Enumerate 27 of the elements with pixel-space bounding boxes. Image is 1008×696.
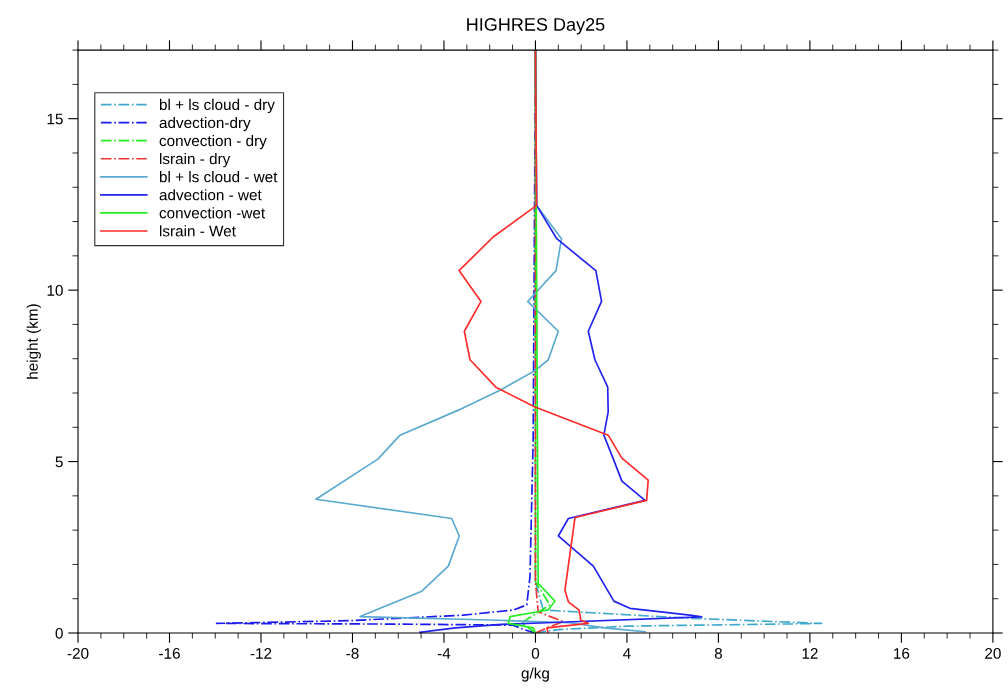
x-tick-label: 16 <box>894 648 910 659</box>
legend-label: bl + ls cloud - dry <box>159 98 275 114</box>
line-series <box>458 50 650 634</box>
y-tick-label: 0 <box>55 627 63 639</box>
y-tick-label: 5 <box>55 456 63 468</box>
chart-title: HIGHRES Day25 <box>467 18 605 35</box>
y-axis-title: height (km) <box>26 304 41 379</box>
legend-label: advection - wet <box>159 189 262 201</box>
x-tick-label: -16 <box>159 648 180 659</box>
legend-label: advection-dry <box>159 116 251 132</box>
legend-label: lsrain - Wet <box>160 225 236 237</box>
legend-label: convection - dry <box>159 134 267 150</box>
x-tick-label: -4 <box>437 648 451 659</box>
x-tick-label: -20 <box>67 648 89 659</box>
x-tick-label: 12 <box>802 648 818 659</box>
x-tick-label: 8 <box>714 648 723 659</box>
x-tick-label: 0 <box>531 648 540 659</box>
x-tick-label: -8 <box>346 648 359 659</box>
legend-label: lsrain - dry <box>160 153 231 168</box>
x-axis-title: g/kg <box>521 667 549 682</box>
x-tick-label: 4 <box>623 648 631 659</box>
x-tick-label: 20 <box>985 648 1001 659</box>
x-tick-label: -12 <box>250 648 272 659</box>
y-tick-label: 15 <box>47 113 63 125</box>
y-tick-label: 10 <box>47 285 63 296</box>
legend-label: convection -wet <box>159 207 266 219</box>
legend-label: bl + ls cloud - wet <box>159 171 278 183</box>
